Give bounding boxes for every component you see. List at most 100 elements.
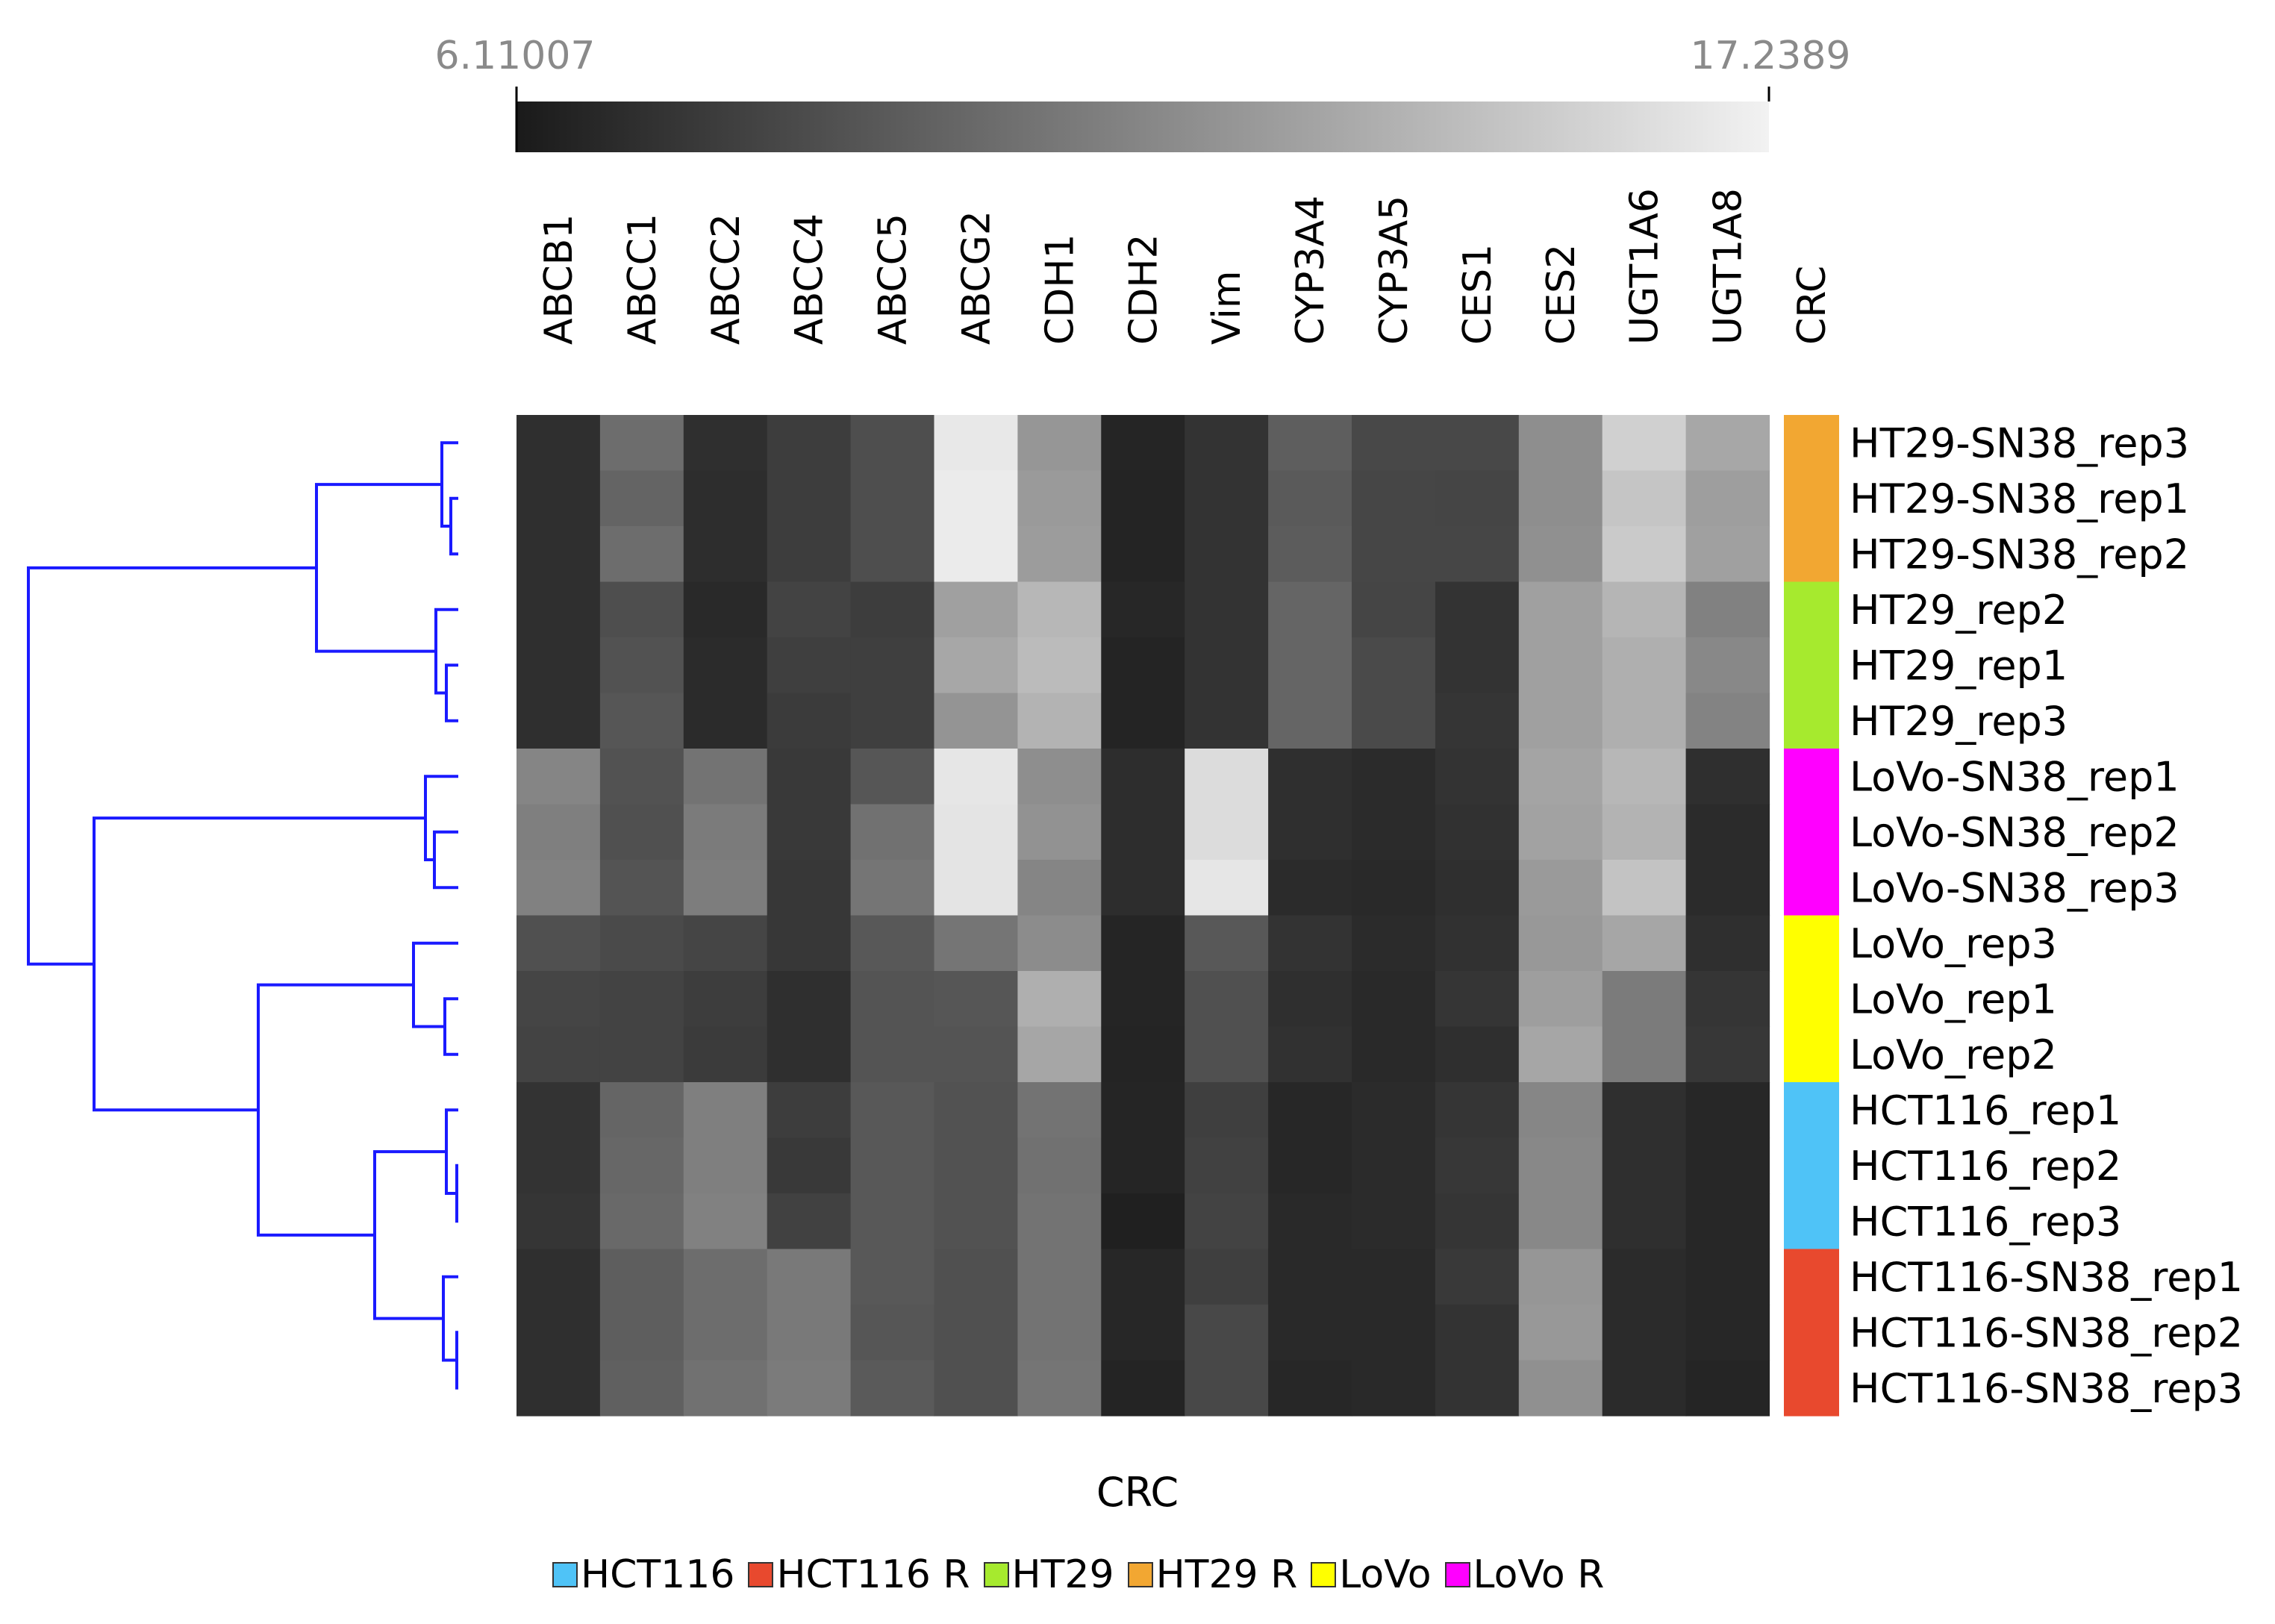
heatmap-cell xyxy=(1602,860,1687,916)
heatmap-cell xyxy=(517,637,601,694)
heatmap-cell xyxy=(1685,470,1770,527)
gene-label: CDH2 xyxy=(1121,234,1166,345)
heatmap-cell xyxy=(850,526,935,583)
heatmap-cell xyxy=(1101,749,1185,805)
heatmap-cell xyxy=(1185,1137,1269,1194)
heatmap-cell xyxy=(1017,637,1102,694)
heatmap-cell xyxy=(1185,1082,1269,1139)
heatmap-cell xyxy=(934,581,1018,638)
heatmap-cell xyxy=(1185,581,1269,638)
legend-item: HCT116 R xyxy=(748,1552,970,1597)
legend-swatch xyxy=(552,1562,578,1587)
heatmap-cell xyxy=(767,1082,852,1139)
heatmap-cell xyxy=(683,1249,768,1305)
heatmap-cell xyxy=(683,1026,768,1083)
sample-label: HT29-SN38_rep2 xyxy=(1850,531,2189,578)
heatmap-cell xyxy=(850,971,935,1028)
gene-label: ABCC2 xyxy=(704,213,749,345)
heatmap-cell xyxy=(934,1249,1018,1305)
group-annotation-cell xyxy=(1784,1082,1839,1139)
dendrogram-branch xyxy=(455,1164,458,1223)
heatmap-cell xyxy=(1685,1305,1770,1361)
heatmap-cell xyxy=(599,693,684,749)
heatmap-cell xyxy=(1268,915,1352,972)
heatmap-cell xyxy=(599,860,684,916)
sample-label: HCT116-SN38_rep2 xyxy=(1850,1309,2243,1356)
dendrogram-branch xyxy=(445,663,458,722)
heatmap-cell xyxy=(1602,915,1687,972)
heatmap-cell xyxy=(934,637,1018,694)
heatmap-cell xyxy=(1352,415,1436,472)
heatmap-cell xyxy=(1185,1360,1269,1417)
heatmap-cell xyxy=(1352,581,1436,638)
heatmap-cell xyxy=(1017,470,1102,527)
heatmap-cell xyxy=(1518,1249,1603,1305)
dendrogram-branch xyxy=(27,566,316,966)
heatmap-cell xyxy=(1017,860,1102,916)
heatmap-cell xyxy=(1602,971,1687,1028)
heatmap-cell xyxy=(934,1360,1018,1417)
heatmap-cell xyxy=(1602,749,1687,805)
heatmap-cell xyxy=(1685,1193,1770,1250)
heatmap-cell xyxy=(850,749,935,805)
heatmap-cell xyxy=(767,1137,852,1194)
heatmap-cell xyxy=(767,860,852,916)
group-annotation-cell xyxy=(1784,1249,1839,1305)
heatmap-cell xyxy=(1101,1305,1185,1361)
legend-swatch xyxy=(1311,1562,1337,1587)
sample-label: HCT116-SN38_rep1 xyxy=(1850,1254,2243,1301)
heatmap-cell xyxy=(1268,526,1352,583)
heatmap-cell xyxy=(1017,1082,1102,1139)
heatmap-cell xyxy=(1602,415,1687,472)
heatmap-cell xyxy=(934,470,1018,527)
heatmap-cell xyxy=(767,1305,852,1361)
heatmap-cell xyxy=(1518,1082,1603,1139)
sample-label: HCT116_rep2 xyxy=(1850,1143,2121,1190)
heatmap-cell xyxy=(1017,693,1102,749)
group-annotation-cell xyxy=(1784,749,1839,805)
heatmap-cell xyxy=(1518,1137,1603,1194)
heatmap-cell xyxy=(934,693,1018,749)
heatmap-cell xyxy=(767,1026,852,1083)
heatmap-cell xyxy=(1017,581,1102,638)
heatmap-cell xyxy=(850,915,935,972)
heatmap-cell xyxy=(1518,860,1603,916)
gene-label: ABCB1 xyxy=(537,214,581,345)
heatmap-cell xyxy=(767,804,852,861)
heatmap-cell xyxy=(767,637,852,694)
heatmap-cell xyxy=(1352,860,1436,916)
heatmap-cell xyxy=(1685,526,1770,583)
group-annotation-cell xyxy=(1784,1026,1839,1083)
heatmap-cell xyxy=(1185,749,1269,805)
dendrogram-branch xyxy=(424,775,458,861)
heatmap-cell xyxy=(1518,581,1603,638)
dendrogram-branch xyxy=(315,483,442,653)
heatmap-cell xyxy=(599,915,684,972)
dendrogram-branch xyxy=(449,496,458,556)
sample-label: LoVo_rep3 xyxy=(1850,920,2057,967)
heatmap-cell xyxy=(934,804,1018,861)
heatmap-cell xyxy=(850,1305,935,1361)
heatmap-cell xyxy=(850,1249,935,1305)
heatmap-cell xyxy=(1185,1305,1269,1361)
gene-label: ABCC5 xyxy=(871,213,916,345)
heatmap-cell xyxy=(517,1193,601,1250)
group-annotation-cell xyxy=(1784,637,1839,694)
heatmap-cell xyxy=(1435,971,1520,1028)
heatmap-cell xyxy=(1101,581,1185,638)
legend-label: HT29 xyxy=(1011,1552,1114,1597)
heatmap-cell xyxy=(1101,637,1185,694)
heatmap-cell xyxy=(683,749,768,805)
heatmap-cell xyxy=(767,470,852,527)
sample-label: HCT116_rep3 xyxy=(1850,1198,2121,1245)
heatmap-cell xyxy=(517,470,601,527)
gene-label: CYP3A5 xyxy=(1372,196,1417,345)
dendrogram-branch xyxy=(373,1150,446,1320)
heatmap-cell xyxy=(1602,637,1687,694)
heatmap-cell xyxy=(1518,749,1603,805)
gene-label: CDH1 xyxy=(1037,234,1082,345)
heatmap-cell xyxy=(599,1305,684,1361)
color-scale-bar xyxy=(517,102,1769,152)
sample-label: HT29_rep1 xyxy=(1850,642,2068,689)
